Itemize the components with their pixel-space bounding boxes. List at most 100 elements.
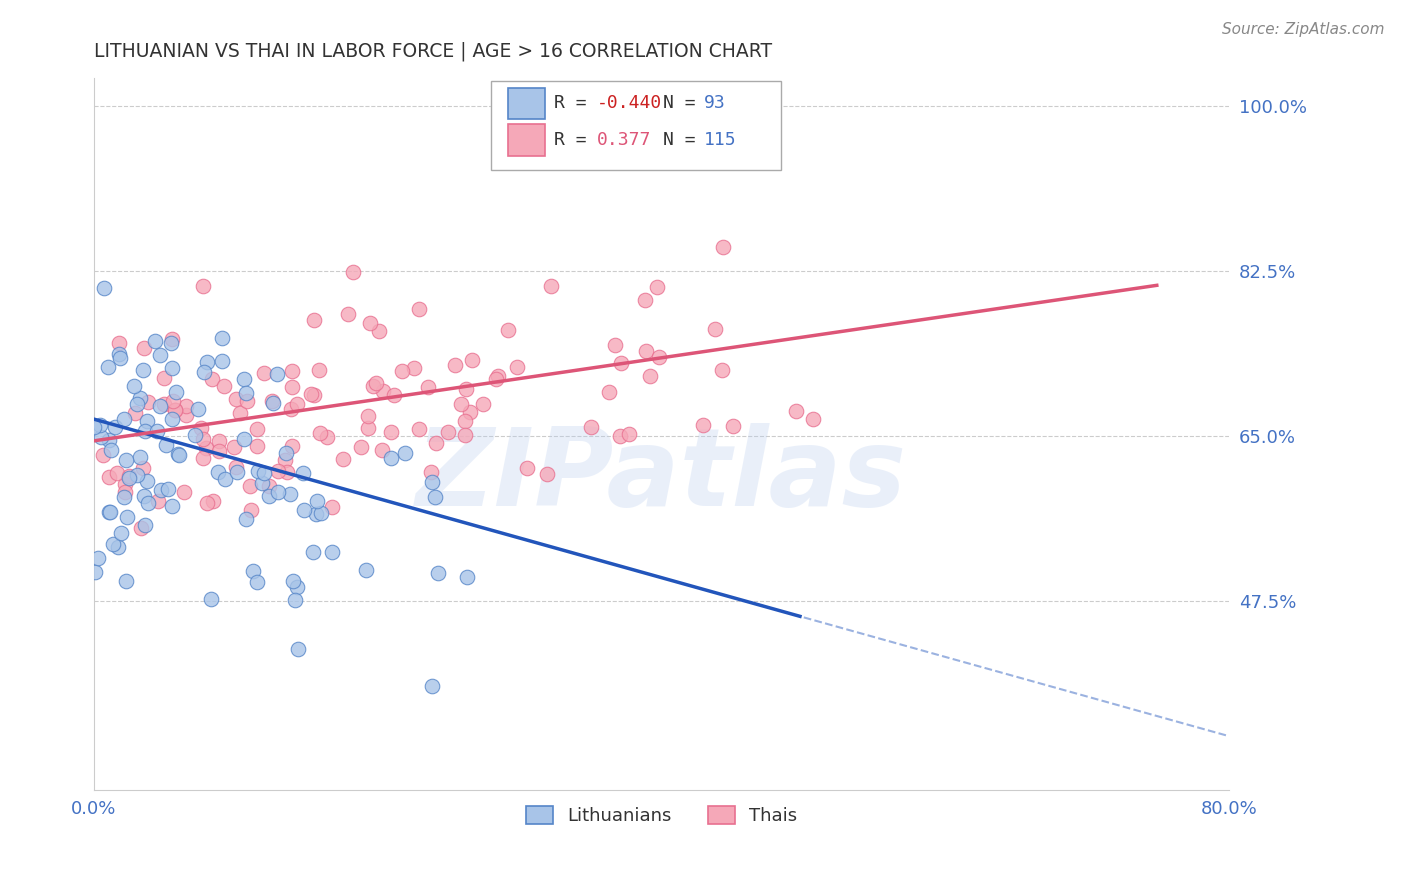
Point [454,382,477,396]
Point [104,419,127,434]
Point [236,394,259,409]
Point [359,316,381,330]
Point [132,460,155,475]
Point [112,491,135,505]
Point [485,372,508,386]
Point [316,430,339,444]
Point [190,420,212,434]
Point [276,465,298,479]
Point [262,394,284,409]
Point [309,506,332,520]
Point [703,322,725,336]
Point [408,301,430,316]
Point [195,496,218,510]
Point [245,422,267,436]
FancyBboxPatch shape [491,81,780,170]
Point [304,388,326,402]
Point [83,420,105,434]
Point [299,387,322,401]
Point [90,430,112,444]
Point [108,351,131,365]
Point [336,307,359,321]
Point [128,391,150,405]
Point [212,379,235,393]
Point [342,265,364,279]
Point [419,465,441,479]
Point [229,406,252,420]
Point [211,354,233,368]
Point [155,438,177,452]
Point [267,464,290,478]
Point [461,353,484,368]
Point [356,420,378,434]
Point [136,395,159,409]
Point [420,475,443,489]
Point [200,591,222,606]
Point [84,565,107,579]
Point [160,361,183,376]
Point [274,452,297,467]
Point [197,355,219,369]
Point [114,476,136,491]
Text: ZIPatlas: ZIPatlas [416,424,907,530]
Point [118,471,141,485]
Point [645,279,668,293]
Legend: Lithuanians, Thais: Lithuanians, Thais [516,797,806,834]
Text: N =: N = [662,95,706,112]
Point [162,394,184,409]
Point [125,468,148,483]
Point [444,358,467,372]
Point [246,439,269,453]
Point [160,332,183,346]
Point [132,363,155,377]
Point [122,379,145,393]
Point [225,460,247,475]
Point [454,414,477,428]
Point [506,359,529,374]
Point [253,367,276,381]
Point [226,466,249,480]
Point [332,452,354,467]
Point [156,482,179,496]
Point [785,404,807,418]
Point [207,465,229,479]
Point [710,363,733,377]
Point [648,350,671,364]
Point [233,372,256,386]
Point [135,474,157,488]
Point [105,466,128,480]
Point [638,369,661,384]
Text: N =: N = [662,131,706,149]
Point [208,434,231,448]
Point [280,402,302,417]
Point [368,324,391,338]
Point [404,361,426,376]
FancyBboxPatch shape [508,124,544,156]
Point [165,384,187,399]
Point [357,409,380,424]
Point [458,405,481,419]
Point [284,592,307,607]
Point [287,397,309,411]
Point [233,432,256,446]
Point [149,348,172,362]
Point [159,335,181,350]
Point [214,472,236,486]
Point [146,494,169,508]
Text: -0.440: -0.440 [596,95,662,112]
Point [472,396,495,410]
Point [114,574,136,588]
Text: 115: 115 [703,131,737,149]
Text: R =: R = [554,95,598,112]
Text: 0.377: 0.377 [596,131,651,149]
Text: 93: 93 [703,95,725,112]
Point [711,239,734,253]
Point [380,425,402,439]
Point [89,417,111,432]
Point [516,461,538,475]
Point [162,412,184,426]
Point [187,401,209,416]
Point [373,384,395,398]
Point [143,334,166,349]
Point [225,392,247,406]
